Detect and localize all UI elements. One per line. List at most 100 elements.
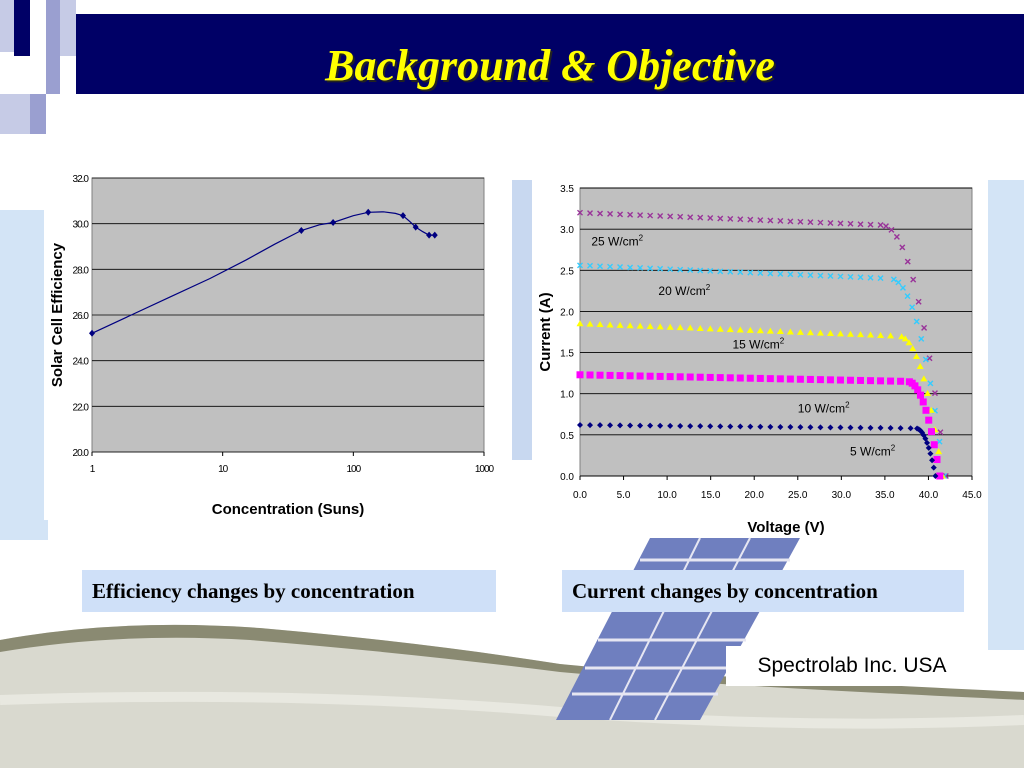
series-label: 15 W/cm2 [732,336,784,351]
data-point [696,373,704,381]
data-point [656,372,664,380]
series-label-text: 20 W/cm [658,284,705,298]
data-point [806,329,814,336]
efficiency-chart-panel: 20.0 22.0 24.0 26.0 28.0 30.0 32.0 1 10 100 1000 Co… [44,160,510,520]
series-label: 5 W/cm2 [850,443,896,458]
data-point [922,406,930,414]
data-point [925,444,932,451]
data-point [586,320,594,327]
marker-stroke [807,219,814,226]
data-point [914,386,922,394]
data-point [920,432,927,439]
data-point [767,423,774,430]
data-point [587,262,594,269]
data-point [826,329,834,336]
data-point [777,423,784,430]
data-point [836,376,844,384]
data-point [616,372,624,380]
marker-stroke [687,214,694,221]
data-point [909,345,917,352]
data-point [686,373,694,381]
marker-stroke [607,263,614,270]
data-point [882,223,889,230]
data-point [586,371,594,379]
data-point [901,335,909,342]
marker-stroke [857,221,864,228]
data-point [867,377,875,385]
data-point [776,375,784,383]
data-point [836,330,844,337]
data-point [637,264,644,271]
y-tick-label: 32.0 [73,174,90,185]
data-point [576,320,584,327]
data-point [657,212,664,219]
data-point [746,374,754,382]
data-point [927,406,935,413]
data-point [837,220,844,227]
data-point [626,372,634,380]
x-tick-label: 10.0 [657,490,677,501]
y-tick-label: 2.0 [560,307,574,318]
data-point [887,332,895,339]
data-point [697,423,704,430]
data-point [807,219,814,226]
data-point [936,472,944,480]
series-label: 25 W/cm2 [591,234,643,249]
data-point [696,324,704,331]
data-point [932,473,939,479]
data-point [904,293,911,300]
data-point [905,339,913,346]
data-point [797,271,804,278]
data-point [657,422,664,429]
data-point [426,231,433,239]
data-point [847,220,854,227]
y-tick-label: 1.0 [560,390,574,401]
data-point [687,267,694,274]
data-point [933,456,941,464]
data-point [927,450,934,457]
data-point [597,210,604,217]
marker-stroke [657,212,664,219]
marker-stroke [890,276,897,283]
data-point [577,209,583,216]
marker-stroke [777,270,784,277]
data-point [937,429,944,436]
data-point [757,217,764,224]
data-point [757,270,764,277]
data-point [576,371,584,379]
marker-stroke [727,268,734,275]
marker-stroke [717,215,724,222]
data-point [911,382,919,390]
data-point [796,375,804,383]
data-point [921,324,928,331]
marker-stroke [837,220,844,227]
data-point [897,425,904,432]
data-point [827,424,834,431]
data-point [687,423,694,430]
data-point [636,372,644,380]
data-point [606,371,614,379]
data-point [777,270,784,277]
data-point [637,422,644,429]
marker-stroke [807,272,814,279]
data-point [929,457,936,464]
data-point [847,273,854,280]
data-point [786,375,794,383]
data-point [616,321,624,328]
y-tick-label: 20.0 [73,448,90,459]
data-point [846,376,854,384]
data-point [887,425,894,432]
x-tick-label: 35.0 [875,490,895,501]
data-point [857,274,864,281]
marker-stroke [899,284,906,291]
data-point [617,264,624,271]
marker-stroke [707,267,714,274]
data-point [817,219,824,226]
marker-stroke [587,262,594,269]
data-point [707,215,714,222]
series-label-text: 5 W/cm [850,444,891,458]
marker-stroke [607,210,614,217]
marker-stroke [910,276,917,283]
data-point [577,262,583,269]
data-point [931,390,938,397]
